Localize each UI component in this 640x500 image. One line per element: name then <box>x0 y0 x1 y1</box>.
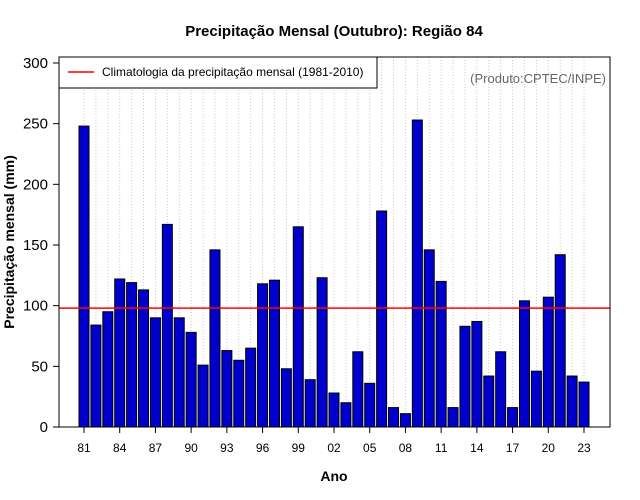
bar-06 <box>376 210 388 428</box>
bar-85 <box>126 282 138 428</box>
y-tick-label-250: 250 <box>23 116 48 133</box>
x-tick-label-23: 23 <box>577 441 591 455</box>
bar-07 <box>388 407 400 428</box>
bar-21 <box>554 254 566 428</box>
legend-box <box>58 56 378 89</box>
bar-04 <box>352 351 364 428</box>
bar-86 <box>138 289 150 428</box>
bar-08 <box>399 413 411 428</box>
bar-98 <box>280 368 292 428</box>
bar-11 <box>435 280 447 428</box>
bar-81 <box>78 125 90 428</box>
chart-title: Precipitação Mensal (Outubro): Região 84 <box>185 23 483 40</box>
bar-02 <box>328 392 340 428</box>
y-axis-label: Precipitação mensal (mm) <box>1 155 17 329</box>
y-tick-label-200: 200 <box>23 176 48 193</box>
bar-91 <box>197 364 209 428</box>
y-tick-label-150: 150 <box>23 237 48 254</box>
bar-23 <box>578 381 590 428</box>
bar-94 <box>233 359 245 428</box>
y-tick-label-50: 50 <box>31 358 48 375</box>
bar-10 <box>423 249 435 428</box>
y-axis: 0 50 100 150 200 250 300 <box>23 55 59 436</box>
y-tick-label-0: 0 <box>40 419 48 436</box>
x-tick-label-93: 93 <box>220 441 234 455</box>
y-tick-label-300: 300 <box>23 55 48 72</box>
bar-18 <box>518 300 530 428</box>
bar-82 <box>90 324 102 428</box>
x-tick-label-17: 17 <box>506 441 520 455</box>
bar-17 <box>507 407 519 428</box>
bar-87 <box>149 317 161 428</box>
x-tick-label-11: 11 <box>435 441 448 455</box>
x-tick-label-90: 90 <box>184 441 198 455</box>
x-tick-label-81: 81 <box>77 441 91 455</box>
bar-09 <box>411 119 423 428</box>
x-tick-label-96: 96 <box>256 441 270 455</box>
bar-22 <box>566 375 578 428</box>
x-tick-label-02: 02 <box>327 441 341 455</box>
x-tick-label-84: 84 <box>113 441 127 455</box>
bar-83 <box>102 311 114 428</box>
x-tick-label-05: 05 <box>363 441 377 455</box>
legend: Climatologia da precipitação mensal (198… <box>58 56 378 89</box>
legend-label: Climatologia da precipitação mensal (198… <box>102 65 363 79</box>
bar-92 <box>209 249 221 428</box>
x-axis-label: Ano <box>320 468 347 484</box>
bar-16 <box>495 351 507 428</box>
x-axis: 81 84 87 90 93 96 99 02 05 08 11 14 17 20 23 <box>77 427 591 455</box>
bar-89 <box>173 317 185 428</box>
x-tick-label-87: 87 <box>149 441 163 455</box>
bar-97 <box>268 279 280 428</box>
bar-14 <box>471 320 483 428</box>
x-tick-label-99: 99 <box>292 441 306 455</box>
bar-84 <box>114 278 126 428</box>
x-tick-label-08: 08 <box>399 441 413 455</box>
bar-03 <box>340 402 352 428</box>
bar-96 <box>257 283 269 428</box>
bar-15 <box>483 375 495 428</box>
bar-90 <box>185 331 197 428</box>
x-tick-label-14: 14 <box>470 441 484 455</box>
bars <box>78 119 590 428</box>
bar-19 <box>530 370 542 428</box>
bar-93 <box>221 350 233 428</box>
x-tick-label-20: 20 <box>542 441 556 455</box>
bar-05 <box>364 382 376 428</box>
bar-88 <box>161 223 173 428</box>
bar-95 <box>245 347 257 428</box>
credit-text: (Produto:CPTEC/INPE) <box>470 71 606 86</box>
bar-12 <box>447 407 459 428</box>
bar-13 <box>459 325 471 428</box>
bar-99 <box>292 226 304 428</box>
bar-01 <box>316 277 328 428</box>
bar-00 <box>304 379 316 428</box>
bar-20 <box>542 296 554 428</box>
y-tick-label-100: 100 <box>23 298 48 315</box>
